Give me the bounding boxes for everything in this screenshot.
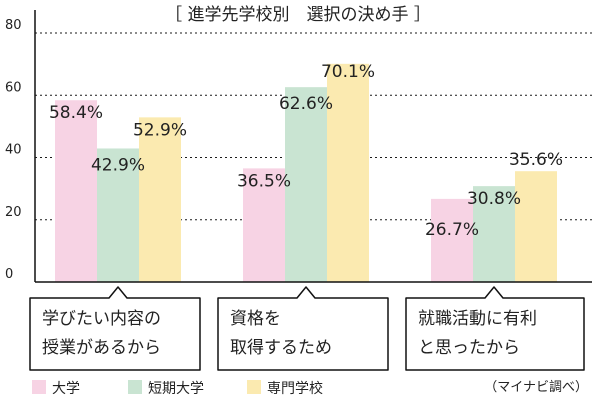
y-tick-label: 20 <box>5 205 22 220</box>
bar <box>327 63 369 282</box>
category-label: 取得するため <box>230 338 332 358</box>
bar <box>431 198 473 282</box>
bar <box>473 186 515 282</box>
bar <box>55 100 97 282</box>
y-tick-labels: 0 20 40 60 80 <box>5 18 22 282</box>
data-label: 62.6% <box>279 94 333 114</box>
axes <box>34 10 592 283</box>
data-label: 42.9% <box>91 155 145 175</box>
category-label: 就職活動に有利 <box>418 309 537 329</box>
data-label: 70.1% <box>321 62 375 82</box>
category-label: 資格を <box>230 309 281 329</box>
data-label: 30.8% <box>467 189 521 209</box>
chart-title: ［ 進学先学校別 選択の決め手 ］ <box>165 5 431 25</box>
y-tick-label: 0 <box>5 267 13 282</box>
category-label: 授業があるから <box>42 338 161 358</box>
legend-swatch <box>128 380 142 394</box>
y-tick-label: 80 <box>5 18 22 33</box>
data-label: 26.7% <box>425 220 479 240</box>
legend-swatch <box>247 380 261 394</box>
bar <box>97 148 139 282</box>
data-label: 52.9% <box>133 120 187 140</box>
y-tick-label: 60 <box>5 80 22 95</box>
legend-label: 専門学校 <box>267 380 323 397</box>
legend-label: 短期大学 <box>148 381 204 397</box>
legend: 大学 短期大学 専門学校 <box>32 380 323 397</box>
legend-swatch <box>32 380 46 394</box>
data-label: 35.6% <box>509 150 563 170</box>
category-label: と思ったから <box>418 338 520 358</box>
category-label: 学びたい内容の <box>42 309 161 329</box>
bars <box>55 63 557 282</box>
data-label: 58.4% <box>49 103 103 123</box>
legend-label: 大学 <box>52 381 80 397</box>
source-note: （マイナビ調べ） <box>484 380 588 395</box>
bar <box>139 117 181 282</box>
bar <box>285 87 327 282</box>
category-callout-box <box>405 286 585 371</box>
data-labels: 58.4% 36.5% 26.7% 42.9% 62.6% 30.8% 52.9% 70.1%… <box>49 62 563 240</box>
data-label: 36.5% <box>237 171 291 191</box>
category-callout-box <box>217 286 389 371</box>
bar <box>243 168 285 282</box>
bar <box>515 171 557 282</box>
y-tick-label: 40 <box>5 143 22 158</box>
category-callout-box <box>29 286 201 371</box>
